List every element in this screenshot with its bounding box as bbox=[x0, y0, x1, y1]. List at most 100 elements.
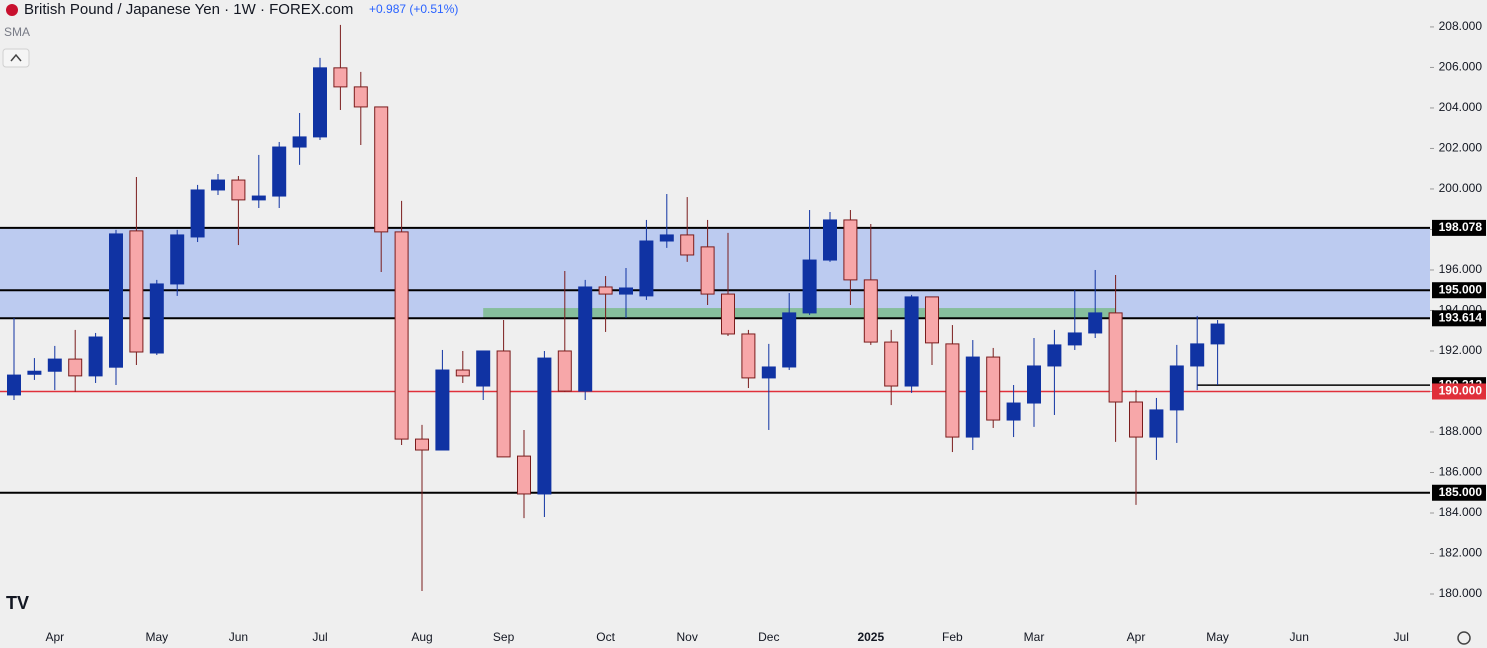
level-label: 193.614 bbox=[1439, 310, 1483, 324]
x-tick-label: Nov bbox=[677, 630, 698, 644]
candle-body bbox=[680, 234, 695, 256]
y-tick-label: 184.000 bbox=[1439, 505, 1483, 519]
candle-body bbox=[88, 336, 103, 377]
candle-body bbox=[843, 219, 858, 281]
candle-body bbox=[945, 343, 960, 438]
settings-icon[interactable] bbox=[1457, 631, 1471, 645]
candle-body bbox=[231, 179, 246, 201]
candle-body bbox=[313, 67, 327, 138]
candle-body bbox=[1149, 409, 1164, 438]
candle-body bbox=[1067, 332, 1082, 346]
candle-body bbox=[1169, 365, 1184, 411]
y-tick-label: 208.000 bbox=[1439, 19, 1483, 33]
level-label-bg bbox=[1432, 383, 1486, 400]
y-tick-label: 192.000 bbox=[1439, 343, 1483, 357]
y-tick-label: 196.000 bbox=[1439, 262, 1483, 276]
y-tick-label: 186.000 bbox=[1439, 465, 1483, 479]
candle-body bbox=[965, 356, 980, 438]
level-label: 195.000 bbox=[1439, 282, 1483, 296]
candle-body bbox=[1190, 343, 1205, 367]
candle-body bbox=[741, 333, 756, 379]
candle-body bbox=[1210, 323, 1225, 345]
x-tick-label: 2025 bbox=[857, 630, 884, 644]
level-label-bg bbox=[1432, 484, 1486, 501]
y-tick-label: 200.000 bbox=[1439, 181, 1483, 195]
tv-logo: TV bbox=[6, 593, 29, 613]
candle-body bbox=[496, 350, 511, 458]
candle-body bbox=[476, 350, 491, 387]
x-tick-label: Aug bbox=[411, 630, 432, 644]
x-tick-label: Dec bbox=[758, 630, 779, 644]
level-label-bg bbox=[1432, 282, 1486, 299]
x-tick-label: Jun bbox=[229, 630, 248, 644]
candle-body bbox=[109, 233, 123, 368]
candle-body bbox=[619, 287, 633, 295]
candle-body bbox=[782, 312, 797, 368]
price-change: +0.987 (+0.51%) bbox=[369, 2, 458, 16]
symbol-title: British Pound / Japanese Yen · 1W · FORE… bbox=[24, 1, 353, 18]
candle-body bbox=[170, 234, 185, 285]
candle-body bbox=[190, 189, 205, 238]
candle-body bbox=[986, 356, 1001, 421]
candle-body bbox=[333, 67, 348, 88]
candle-body bbox=[904, 296, 919, 387]
level-label: 190.000 bbox=[1439, 384, 1483, 398]
level-label: 198.078 bbox=[1439, 220, 1483, 234]
candle-body bbox=[884, 341, 899, 387]
y-tick-label: 206.000 bbox=[1439, 60, 1483, 74]
candle-body bbox=[823, 219, 837, 261]
candle-body bbox=[659, 234, 674, 242]
x-tick-label: Sep bbox=[493, 630, 515, 644]
candle-body bbox=[129, 230, 144, 353]
candle-body bbox=[721, 293, 735, 335]
collapse-arrow bbox=[10, 53, 22, 62]
level-label-bg bbox=[1432, 310, 1486, 327]
candle-body bbox=[1027, 365, 1041, 404]
candle-body bbox=[639, 240, 654, 297]
y-tick-label: 182.000 bbox=[1439, 546, 1483, 560]
candle-body bbox=[374, 106, 389, 233]
candle-body bbox=[455, 369, 470, 377]
candle-body bbox=[47, 358, 62, 372]
candle-body bbox=[292, 136, 307, 148]
zone bbox=[483, 308, 1116, 319]
candle-body bbox=[557, 350, 572, 392]
candle-body bbox=[353, 86, 368, 108]
candle-body bbox=[272, 146, 287, 197]
candle-body bbox=[211, 179, 225, 191]
x-tick-label: Jul bbox=[312, 630, 327, 644]
candle-body bbox=[802, 259, 817, 314]
x-tick-label: Apr bbox=[45, 630, 64, 644]
collapse-button[interactable] bbox=[2, 48, 30, 68]
candle-body bbox=[1006, 402, 1021, 421]
x-tick-label: Apr bbox=[1127, 630, 1146, 644]
x-tick-label: Oct bbox=[596, 630, 615, 644]
level-label: 185.000 bbox=[1439, 485, 1483, 499]
candle-body bbox=[7, 374, 21, 396]
candle-body bbox=[1108, 312, 1123, 403]
candle-body bbox=[435, 369, 450, 451]
y-tick-label: 188.000 bbox=[1439, 424, 1483, 438]
flag-icon bbox=[6, 4, 18, 16]
x-tick-label: Mar bbox=[1024, 630, 1045, 644]
candle-body bbox=[251, 195, 266, 201]
plot-area: 180.000 182.000 184.000 186.000 188.000 190.0… bbox=[0, 19, 1486, 644]
zone bbox=[0, 227, 1430, 319]
indicator-label[interactable]: SMA bbox=[4, 25, 30, 39]
x-tick-label: Jun bbox=[1290, 630, 1309, 644]
candle-body bbox=[761, 366, 776, 379]
candle-body bbox=[598, 286, 613, 295]
y-tick-label: 202.000 bbox=[1439, 141, 1483, 155]
level-label-bg bbox=[1432, 219, 1486, 236]
x-tick-label: Feb bbox=[942, 630, 963, 644]
candle-body bbox=[925, 296, 939, 344]
candle-body bbox=[394, 231, 409, 440]
candle-body bbox=[68, 358, 83, 377]
candle-body bbox=[537, 357, 552, 495]
candle-body bbox=[415, 438, 429, 451]
header-bg bbox=[0, 0, 470, 20]
candle-body bbox=[517, 455, 531, 495]
